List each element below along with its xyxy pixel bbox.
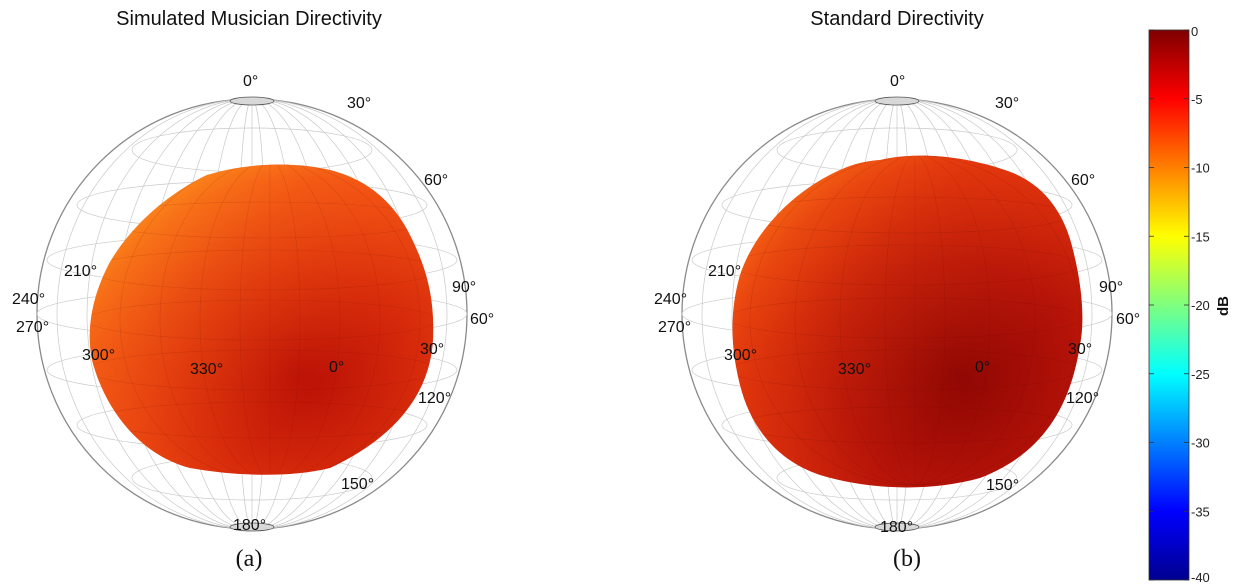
angle-labels-b: 0° 30° 60° 90° 60° 30° 120° 150° 180° 21… — [654, 73, 1140, 536]
colorbar-tick-label: -5 — [1191, 92, 1203, 107]
panel-label-b: (b) — [893, 546, 921, 572]
angle-label: 60° — [1071, 172, 1095, 189]
angle-label: 240° — [12, 291, 45, 308]
colorbar-tick-label: -40 — [1191, 570, 1210, 585]
colorbar-tick-label: -30 — [1191, 436, 1210, 451]
sphere-a — [36, 96, 468, 532]
angle-label: 30° — [1068, 341, 1092, 358]
pole-bottom-a — [229, 522, 275, 532]
pole-top-a — [229, 96, 275, 106]
plot-title-b: Standard Directivity — [810, 8, 984, 30]
angle-label: 90° — [1099, 279, 1123, 296]
colorbar-ticks: 0 -5 -10 -15 -20 -25 -30 -35 -40 — [1149, 24, 1210, 585]
angle-label: 0° — [890, 73, 905, 90]
angle-label: 60° — [1116, 311, 1140, 328]
angle-label: 180° — [233, 517, 266, 534]
sphere-b — [681, 96, 1113, 532]
panel-label-a: (a) — [235, 546, 263, 572]
angle-label: 330° — [838, 361, 871, 378]
angle-label: 30° — [995, 95, 1019, 112]
plot-title-a: Simulated Musician Directivity — [116, 8, 382, 30]
angle-label: 120° — [418, 390, 451, 407]
colorbar-gradient — [1148, 29, 1190, 581]
colorbar-tick-label: 0 — [1191, 24, 1198, 39]
colorbar: 0 -5 -10 -15 -20 -25 -30 -35 -40 dB — [1148, 24, 1232, 585]
angle-label: 60° — [424, 172, 448, 189]
angle-label: 90° — [452, 279, 476, 296]
angle-label: 0° — [329, 359, 344, 376]
angle-labels-a: 0° 30° 60° 90° 60° 30° 120° 150° 180° 21… — [12, 73, 494, 534]
angle-label: 270° — [16, 319, 49, 336]
angle-label: 30° — [420, 341, 444, 358]
angle-label: 330° — [190, 361, 223, 378]
angle-label: 300° — [724, 347, 757, 364]
colorbar-tick-label: -25 — [1191, 367, 1210, 382]
colorbar-label: dB — [1215, 296, 1232, 316]
angle-label: 150° — [341, 476, 374, 493]
colorbar-tick-label: -10 — [1191, 161, 1210, 176]
angle-label: 210° — [708, 263, 741, 280]
angle-label: 60° — [470, 311, 494, 328]
colorbar-tick-label: -35 — [1191, 504, 1210, 519]
angle-label: 240° — [654, 291, 687, 308]
angle-label: 150° — [986, 477, 1019, 494]
angle-label: 120° — [1066, 390, 1099, 407]
angle-label: 210° — [64, 263, 97, 280]
pole-bottom-b — [874, 522, 920, 532]
pole-top-b — [874, 96, 920, 106]
colorbar-tick-label: -20 — [1191, 298, 1210, 313]
angle-label: 0° — [243, 73, 258, 90]
angle-label: 30° — [347, 95, 371, 112]
angle-label: 270° — [658, 319, 691, 336]
angle-label: 180° — [880, 519, 913, 536]
angle-label: 300° — [82, 347, 115, 364]
angle-label: 0° — [975, 359, 990, 376]
colorbar-tick-label: -15 — [1191, 229, 1210, 244]
